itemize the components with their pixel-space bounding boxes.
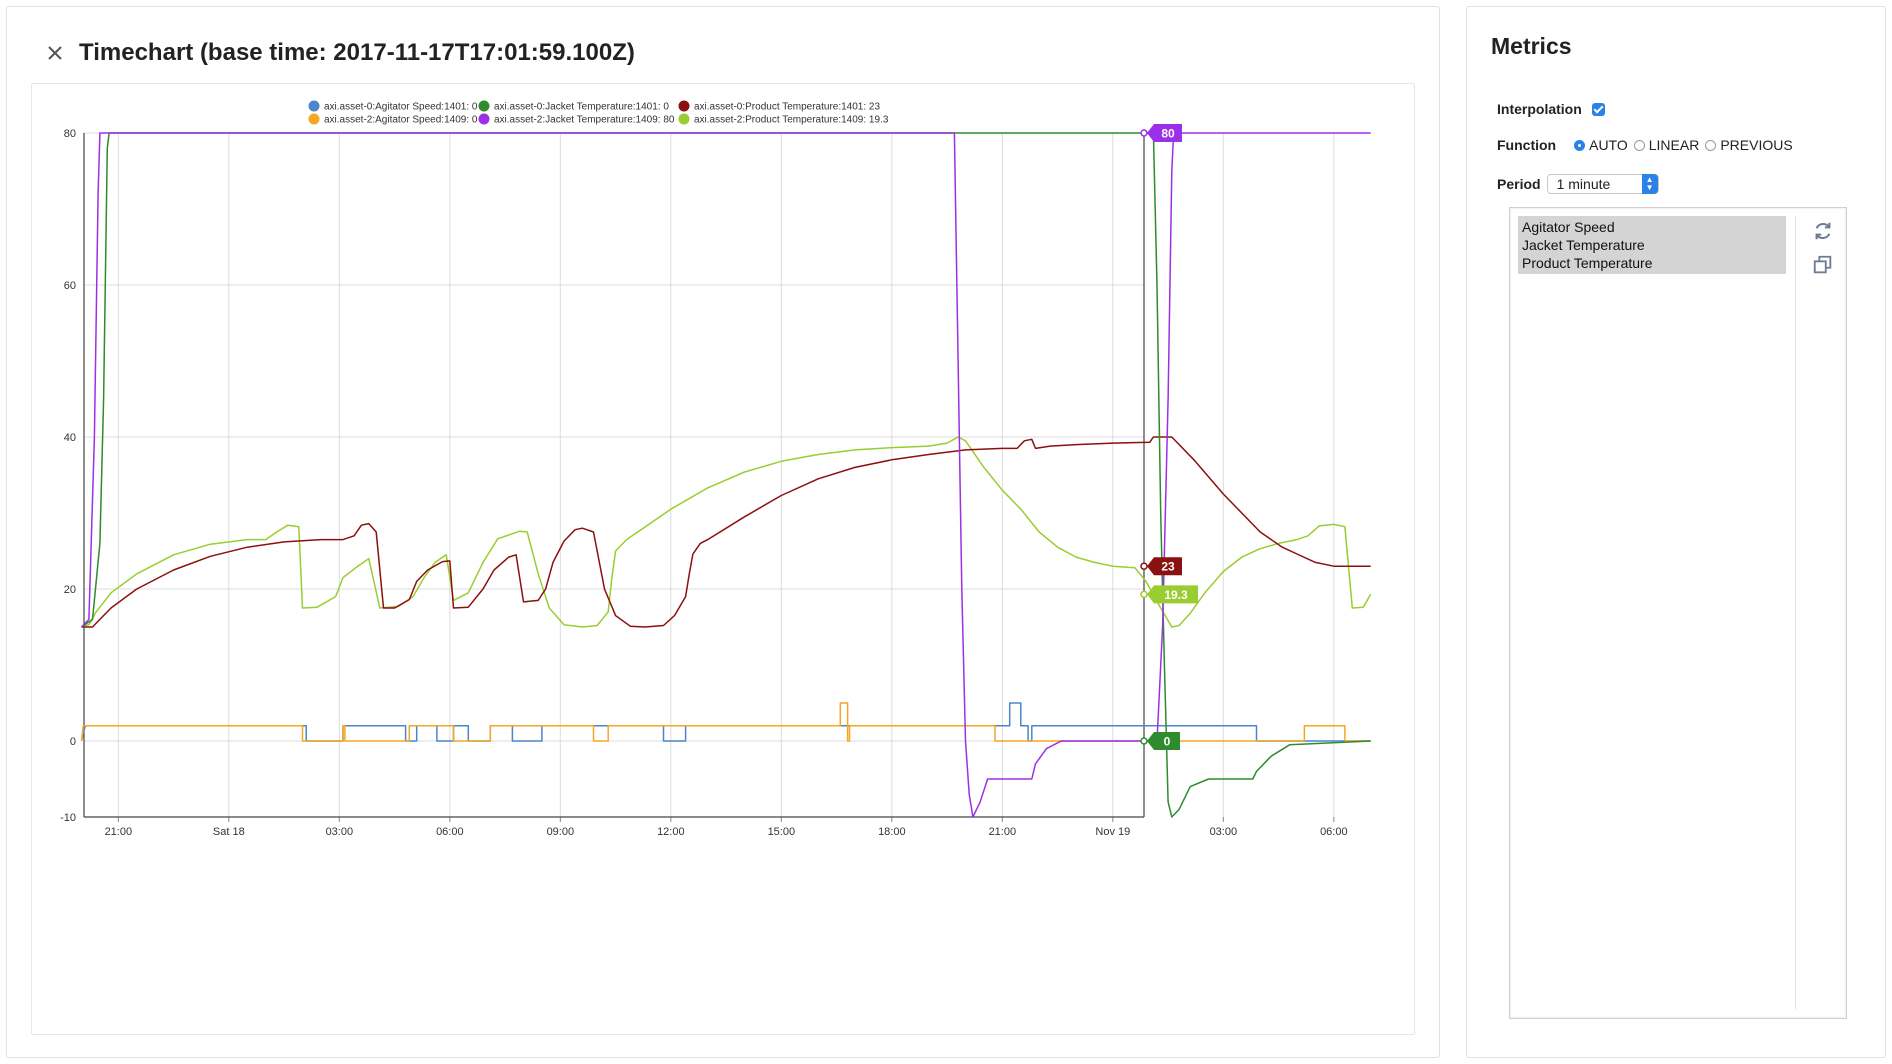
legend-label: axi.asset-0:Agitator Speed:1401: 0 xyxy=(324,102,478,113)
legend-label: axi.asset-2:Product Temperature:1409: 19… xyxy=(694,115,889,126)
legend-label: axi.asset-2:Agitator Speed:1409: 0 xyxy=(324,115,478,126)
value-badge-label: 19.3 xyxy=(1164,588,1188,602)
series-line xyxy=(81,436,1371,628)
function-row: Function AUTO LINEAR PREVIOUS xyxy=(1497,137,1799,153)
y-tick-label: 60 xyxy=(64,280,76,292)
legend-swatch xyxy=(478,113,490,125)
y-tick-label: 0 xyxy=(70,736,76,748)
interpolation-label: Interpolation xyxy=(1497,101,1582,117)
metric-item-jacket-temperature[interactable]: Jacket Temperature xyxy=(1522,237,1645,253)
metric-list-box: Agitator Speed Jacket Temperature Produc… xyxy=(1509,207,1847,1019)
timechart-panel: Timechart (base time: 2017-11-17T17:01:5… xyxy=(6,6,1440,1058)
radio-unchecked-icon xyxy=(1705,139,1717,151)
metric-list-divider xyxy=(1795,216,1796,1009)
legend-swatch xyxy=(678,113,690,125)
x-tick-label: 09:00 xyxy=(547,826,575,838)
x-tick-label: 06:00 xyxy=(436,826,464,838)
function-label: Function xyxy=(1497,137,1557,153)
value-badge xyxy=(1147,557,1182,576)
period-select[interactable]: 1 minute ▲ ▼ xyxy=(1546,174,1659,194)
value-badge-label: 0 xyxy=(1164,735,1171,749)
series-line xyxy=(80,132,1371,818)
copy-icon[interactable] xyxy=(1812,254,1834,276)
chart-legend: axi.asset-0:Agitator Speed:1401: 0 axi.as… xyxy=(308,100,889,126)
radio-checked-icon xyxy=(1574,139,1586,151)
legend-swatch xyxy=(478,100,490,112)
radio-unchecked-icon xyxy=(1633,139,1645,151)
legend-swatch xyxy=(678,100,690,112)
function-linear-label: LINEAR xyxy=(1648,137,1700,153)
x-tick-label: 21:00 xyxy=(989,826,1017,838)
value-badge-label: 80 xyxy=(1161,127,1175,141)
value-marker xyxy=(1140,737,1148,745)
value-marker xyxy=(1140,590,1148,599)
x-tick-label: Sat 18 xyxy=(213,826,245,838)
x-tick-label: 06:00 xyxy=(1320,826,1348,838)
interpolation-row: Interpolation xyxy=(1497,101,1605,117)
period-row: Period 1 minute ▲ ▼ xyxy=(1497,174,1659,194)
value-badge xyxy=(1147,732,1180,750)
value-badge xyxy=(1147,585,1198,604)
period-select-value: 1 minute xyxy=(1556,176,1611,192)
x-tick-label: 12:00 xyxy=(657,826,685,838)
metric-item-product-temperature[interactable]: Product Temperature xyxy=(1522,255,1653,271)
page-title: Timechart (base time: 2017-11-17T17:01:5… xyxy=(79,39,635,66)
x-tick-label: 18:00 xyxy=(878,826,906,838)
legend-label: axi.asset-0:Product Temperature:1401: 23 xyxy=(694,102,880,113)
refresh-icon[interactable] xyxy=(1812,220,1834,242)
function-auto-radio[interactable]: AUTO xyxy=(1574,137,1628,153)
legend-label: axi.asset-0:Jacket Temperature:1401: 0 xyxy=(494,102,669,113)
close-icon[interactable] xyxy=(43,41,67,65)
y-tick-label: 80 xyxy=(64,128,76,140)
x-tick-label: 21:00 xyxy=(105,826,133,838)
legend-swatch xyxy=(308,113,320,125)
select-arrows-icon: ▲ ▼ xyxy=(1641,174,1658,194)
chart-value-badges: 0 80 23 19.3 xyxy=(1140,124,1198,750)
y-tick-label: 20 xyxy=(64,584,76,596)
legend-label: axi.asset-2:Jacket Temperature:1409: 80 xyxy=(494,115,675,126)
metrics-title: Metrics xyxy=(1491,33,1572,59)
chart-svg: -10 0 20 40 60 80 21:00 Sat 18 03:00 06:00 09:00 12… xyxy=(60,100,1372,838)
chart-series xyxy=(80,132,1372,818)
metric-item-agitator-speed[interactable]: Agitator Speed xyxy=(1522,219,1615,235)
legend-swatch xyxy=(308,100,320,112)
value-marker xyxy=(1140,129,1148,137)
chart-axes: -10 0 20 40 60 80 21:00 Sat 18 03:00 06:00 09:00 12… xyxy=(60,128,1348,838)
x-tick-label: 03:00 xyxy=(326,826,354,838)
value-badge xyxy=(1147,124,1182,142)
y-tick-label: -10 xyxy=(60,812,76,824)
timechart-chart: -10 0 20 40 60 80 21:00 Sat 18 03:00 06:00 09:00 12… xyxy=(31,83,1415,1035)
chart-grid xyxy=(84,132,1335,818)
y-tick-label: 40 xyxy=(64,432,76,444)
function-auto-label: AUTO xyxy=(1589,137,1628,153)
function-linear-radio[interactable]: LINEAR xyxy=(1633,137,1700,153)
series-line xyxy=(81,436,1372,628)
value-marker xyxy=(1140,562,1148,570)
interpolation-checkbox[interactable] xyxy=(1591,102,1605,116)
function-previous-radio[interactable]: PREVIOUS xyxy=(1705,137,1793,153)
function-previous-label: PREVIOUS xyxy=(1720,137,1793,153)
metrics-panel: Metrics Interpolation Function AUTO LINE… xyxy=(1466,6,1886,1058)
value-badge-label: 23 xyxy=(1161,560,1175,574)
series-line xyxy=(80,702,1371,742)
period-label: Period xyxy=(1497,176,1541,192)
metric-list[interactable]: Agitator Speed Jacket Temperature Produc… xyxy=(1518,216,1786,274)
x-tick-label: 15:00 xyxy=(768,826,796,838)
x-tick-label: Nov 19 xyxy=(1095,826,1130,838)
x-tick-label: 03:00 xyxy=(1210,826,1238,838)
series-line xyxy=(81,132,1371,818)
